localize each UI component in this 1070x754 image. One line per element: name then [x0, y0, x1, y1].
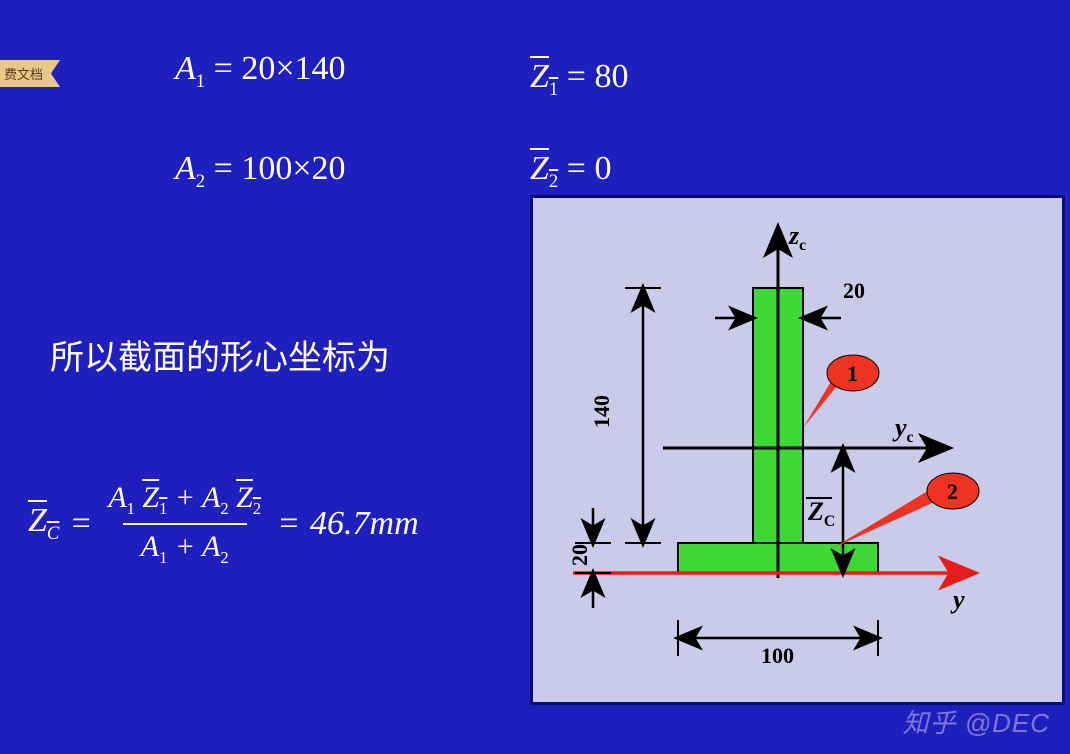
svg-text:2: 2 [947, 479, 958, 504]
watermark: 知乎 @DEC [902, 703, 1050, 740]
equation-a2: A2 = 100×20 [175, 150, 346, 193]
svg-text:zc: zc [788, 221, 806, 254]
svg-text:y: y [950, 585, 965, 614]
svg-text:100: 100 [761, 643, 794, 668]
equation-a1: A1 = 20×140 [175, 50, 346, 93]
equation-z1: Z1 = 80 [530, 58, 628, 101]
svg-text:yc: yc [892, 413, 914, 446]
svg-text:140: 140 [589, 395, 614, 428]
doc-tag: 费文档 [0, 60, 60, 87]
equation-z2: Z2 = 0 [530, 150, 611, 193]
centroid-diagram: 140 20 100 20 zc yc y ZC 1 2 [533, 198, 1062, 702]
centroid-heading: 所以截面的形心坐标为 [50, 330, 390, 379]
diagram-container: 140 20 100 20 zc yc y ZC 1 2 [530, 195, 1065, 705]
svg-text:ZC: ZC [807, 497, 835, 530]
svg-text:1: 1 [847, 361, 858, 386]
svg-text:20: 20 [843, 278, 865, 303]
centroid-formula: ZC = A1 Z1 + A2 Z2 A1 + A2 = 46.7mm [28, 480, 419, 568]
svg-text:20: 20 [567, 544, 592, 566]
